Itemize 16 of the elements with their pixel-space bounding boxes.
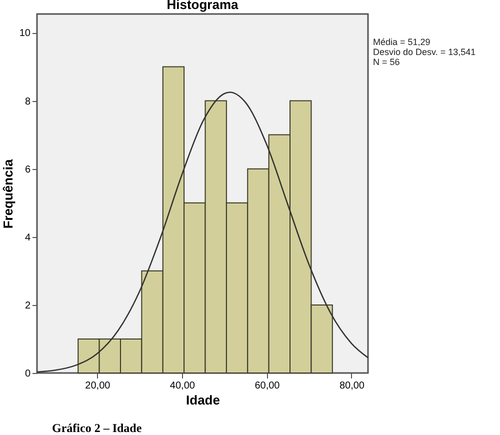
x-tick-label: 60,00 <box>254 380 280 392</box>
y-tick-label: 6 <box>24 164 31 176</box>
text: N = 56 <box>373 57 400 67</box>
x-tick-label: 40,00 <box>170 380 196 392</box>
text: Média = 51,29 <box>373 37 430 47</box>
y-axis-title: Frequência <box>0 158 16 229</box>
text: Desvio do Desv. = 13,541 <box>373 47 476 57</box>
y-tick-label: 0 <box>24 368 31 380</box>
x-tick-label: 80,00 <box>339 380 365 392</box>
y-tick-label: 2 <box>24 300 31 312</box>
text: Gráfico 2 – Idade <box>52 421 142 435</box>
y-tick-label: 10 <box>19 28 31 40</box>
x-axis-title: Idade <box>186 392 220 408</box>
y-tick-label: 4 <box>24 232 31 244</box>
y-tick-label: 8 <box>24 96 31 108</box>
x-tick-label: 20,00 <box>85 380 111 392</box>
